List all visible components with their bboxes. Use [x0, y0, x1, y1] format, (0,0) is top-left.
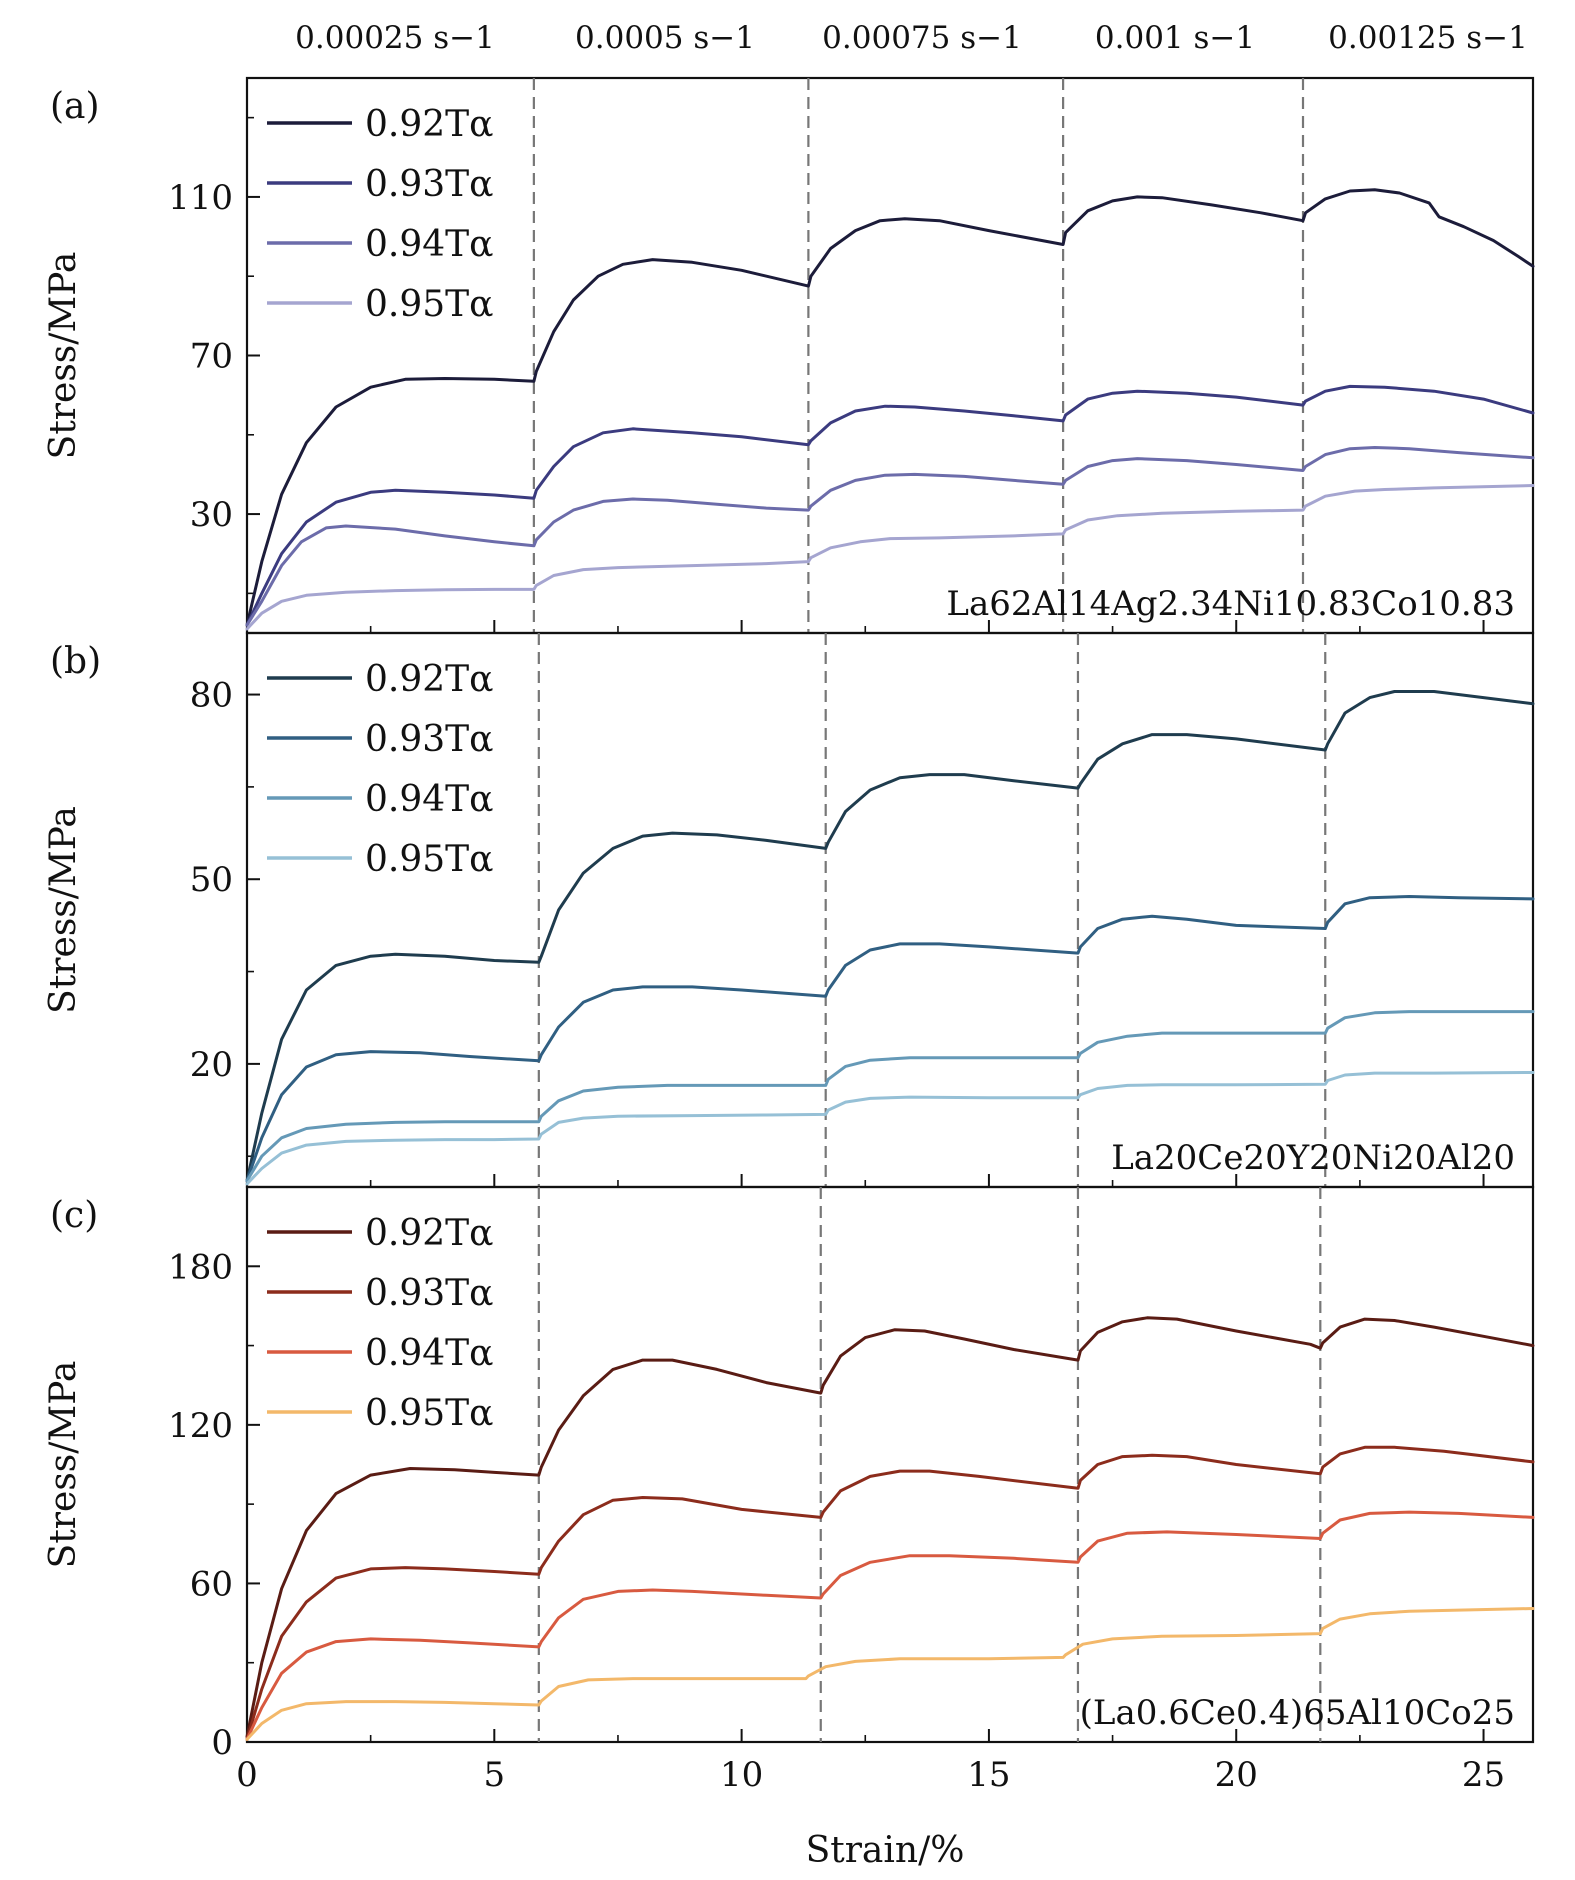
composition-label: La62Al14Ag2.34Ni10.83Co10.83 [946, 584, 1515, 624]
y-tick-label: 120 [168, 1406, 233, 1446]
panel-1: 30 70 110 0.92Tα 0.93Tα 0.94Tα 0.95Tα (a) Stress… [43, 76, 1535, 635]
y-tick-label: 60 [190, 1564, 233, 1604]
y-tick-label: 80 [190, 676, 233, 716]
strain-rate-label-4: 0.001 s−1 [1095, 20, 1255, 56]
legend-label-4: 0.95Tα [365, 839, 493, 880]
strain-rate-label-1: 0.00025 s−1 [295, 20, 495, 56]
series-line-1 [245, 1316, 1535, 1739]
legend-label-4: 0.95Tα [365, 1393, 493, 1434]
series-line-2 [245, 384, 1535, 627]
x-tick-label: 10 [720, 1755, 763, 1795]
legend-label-3: 0.94Tα [365, 779, 493, 820]
panel-label: (b) [50, 641, 101, 682]
series-line-1 [245, 690, 1535, 1183]
y-tick-label: 30 [190, 495, 233, 535]
legend-label-3: 0.94Tα [365, 224, 493, 265]
composition-label: La20Ce20Y20Ni20Al20 [1111, 1138, 1515, 1178]
series-line-3 [245, 1510, 1535, 1741]
y-tick-label: 70 [190, 337, 233, 377]
series-line-4 [245, 1071, 1535, 1186]
composition-label: (La0.6Ce0.4)65Al10Co25 [1080, 1693, 1515, 1733]
legend-label-1: 0.92Tα [365, 1213, 493, 1254]
plot-frame [245, 76, 1535, 635]
legend-label-1: 0.92Tα [365, 659, 493, 700]
legend-label-4: 0.95Tα [365, 284, 493, 325]
plot-frame [245, 1185, 1535, 1744]
series-line-2 [245, 895, 1535, 1183]
series-line-1 [245, 188, 1535, 627]
y-axis-title: Stress/MPa [43, 1361, 84, 1569]
x-tick-label: 15 [967, 1755, 1010, 1795]
x-tick-label: 0 [236, 1755, 258, 1795]
x-tick-label: 20 [1215, 1755, 1258, 1795]
series-line-3 [245, 446, 1535, 627]
x-tick-label: 5 [483, 1755, 505, 1795]
legend-label-3: 0.94Tα [365, 1333, 493, 1374]
series-line-4 [245, 484, 1535, 631]
y-tick-label: 50 [190, 860, 233, 900]
series-line-2 [245, 1445, 1535, 1741]
x-axis-title: Strain/% [806, 1830, 965, 1871]
panel-label: (a) [50, 86, 100, 127]
panel-2: 20 50 80 0.92Tα 0.93Tα 0.94Tα 0.95Tα (b) Stress/… [43, 631, 1535, 1189]
x-tick-label: 25 [1462, 1755, 1505, 1795]
strain-rate-label-5: 0.00125 s−1 [1328, 20, 1528, 56]
strain-rate-label-3: 0.00075 s−1 [822, 20, 1022, 56]
panel-label: (c) [50, 1195, 98, 1236]
y-tick-label: 0 [211, 1723, 233, 1763]
y-tick-label: 20 [190, 1045, 233, 1085]
y-tick-label: 110 [168, 178, 233, 218]
series-line-4 [245, 1607, 1535, 1741]
y-axis-title: Stress/MPa [43, 252, 84, 460]
legend-label-2: 0.93Tα [365, 1273, 493, 1314]
series-line-3 [245, 1010, 1535, 1183]
legend-label-1: 0.92Tα [365, 104, 493, 145]
y-tick-label: 180 [168, 1247, 233, 1287]
legend-label-2: 0.93Tα [365, 164, 493, 205]
legend-label-2: 0.93Tα [365, 719, 493, 760]
strain-rate-labels: 0.00025 s−1 0.0005 s−1 0.00075 s−1 0.001… [295, 20, 1528, 56]
panel-3: 0 60 120 180 0 5 10 15 20 25 0.92Tα 0.93Tα 0.94Tα 0.9… [43, 1185, 1535, 1795]
strain-rate-label-2: 0.0005 s−1 [575, 20, 755, 56]
y-axis-title: Stress/MPa [43, 806, 84, 1014]
